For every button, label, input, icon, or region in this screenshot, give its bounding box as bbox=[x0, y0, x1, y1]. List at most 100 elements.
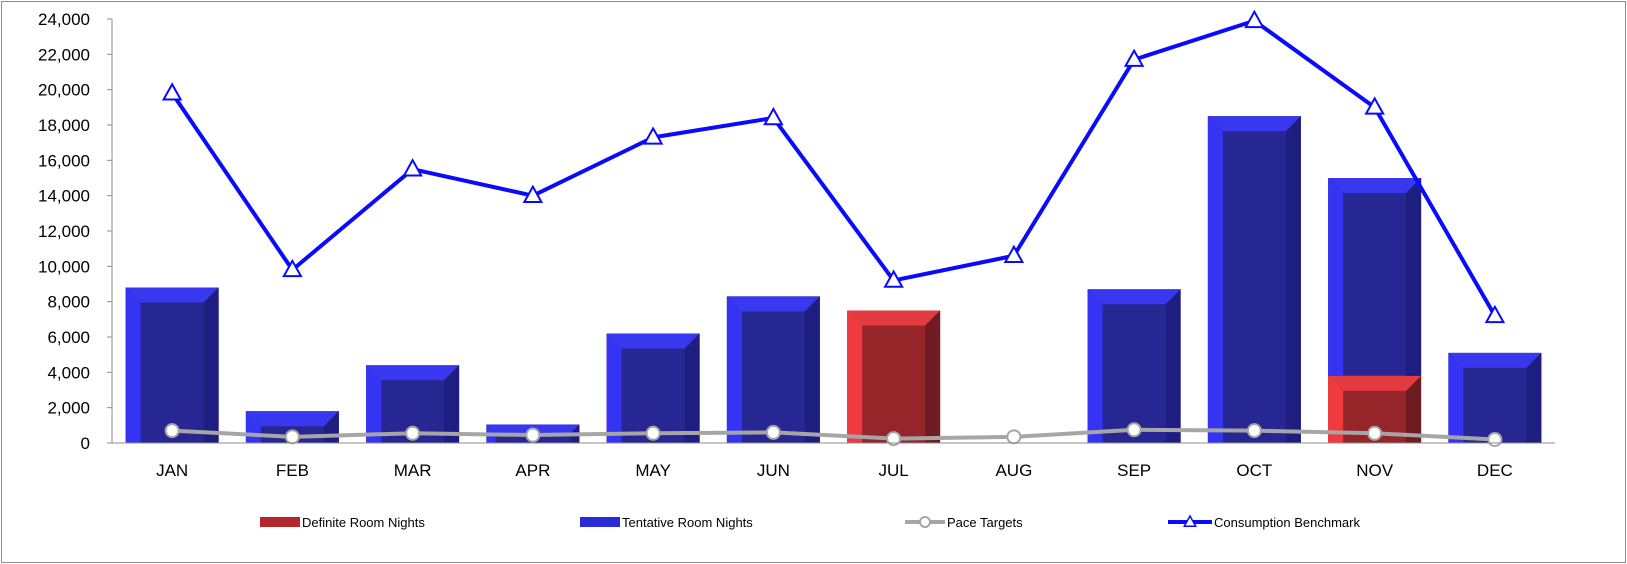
pace-target-point bbox=[405, 425, 421, 441]
x-tick-label: DEC bbox=[1477, 461, 1513, 480]
y-tick-label: 10,000 bbox=[38, 257, 90, 276]
legend-swatch bbox=[580, 517, 620, 527]
benchmark-point bbox=[522, 184, 544, 203]
bar-bevel-right bbox=[203, 287, 219, 443]
bar bbox=[1207, 116, 1301, 444]
pace-target-point bbox=[1246, 423, 1262, 439]
bar-bevel-left bbox=[1328, 178, 1344, 376]
bar-bevel-left bbox=[1448, 352, 1464, 443]
bar-face bbox=[606, 333, 700, 443]
bar-face bbox=[847, 310, 941, 443]
legend-swatch bbox=[260, 517, 300, 527]
x-tick-label: FEB bbox=[276, 461, 309, 480]
pace-target-point bbox=[886, 431, 902, 447]
y-tick-label: 22,000 bbox=[38, 45, 90, 64]
bar-bevel-top bbox=[1207, 116, 1301, 132]
y-tick-label: 14,000 bbox=[38, 187, 90, 206]
x-tick-label: AUG bbox=[995, 461, 1032, 480]
pace-target-point bbox=[1367, 425, 1383, 441]
bar-bevel-top bbox=[726, 296, 820, 312]
y-tick-label: 0 bbox=[81, 434, 90, 453]
bar-bevel-right bbox=[444, 365, 460, 443]
bar bbox=[366, 365, 460, 443]
x-tick-label: JUL bbox=[879, 461, 909, 480]
bar-bevel-top bbox=[1328, 178, 1422, 193]
bar-face bbox=[125, 287, 219, 443]
y-tick-label: 24,000 bbox=[38, 10, 90, 29]
legend-marker bbox=[919, 516, 931, 528]
benchmark-point bbox=[282, 258, 303, 278]
bar-bevel-right bbox=[1165, 289, 1181, 443]
x-tick-label: MAY bbox=[635, 461, 671, 480]
y-tick-label: 6,000 bbox=[47, 328, 90, 347]
pace-target-point bbox=[645, 425, 661, 441]
bar-bevel-left bbox=[1207, 116, 1223, 444]
benchmark-point bbox=[1003, 244, 1025, 264]
bar-bevel-top bbox=[1448, 352, 1542, 368]
benchmark-point bbox=[642, 126, 664, 145]
y-tick-label: 18,000 bbox=[38, 116, 90, 135]
y-tick-label: 2,000 bbox=[47, 399, 90, 418]
pace-target-point bbox=[1126, 422, 1142, 438]
bar-face bbox=[1328, 178, 1422, 376]
bars bbox=[125, 116, 1542, 444]
pace-target-point bbox=[1487, 431, 1503, 447]
benchmark-point bbox=[763, 106, 784, 126]
pace-target-point bbox=[765, 424, 781, 440]
bar-bevel-left bbox=[606, 333, 622, 443]
legend-item: Definite Room Nights bbox=[260, 515, 425, 530]
legend-item: Tentative Room Nights bbox=[580, 515, 753, 530]
bar-bevel-right bbox=[1406, 178, 1422, 376]
y-tick-label: 8,000 bbox=[47, 293, 90, 312]
series-line bbox=[170, 18, 1497, 317]
pace-target-point bbox=[164, 423, 180, 439]
legend-label: Pace Targets bbox=[947, 515, 1023, 530]
bar-bevel-top bbox=[847, 310, 941, 326]
bar-bevel-right bbox=[1285, 116, 1301, 444]
bar bbox=[1087, 289, 1181, 443]
y-tick-label: 16,000 bbox=[38, 151, 90, 170]
bar-bevel-left bbox=[1087, 289, 1103, 443]
bar-bevel-right bbox=[925, 310, 941, 443]
bar-bevel-right bbox=[1406, 375, 1422, 443]
bar-bevel-right bbox=[1526, 352, 1542, 443]
x-tick-label: JAN bbox=[156, 461, 188, 480]
legend-label: Consumption Benchmark bbox=[1214, 515, 1360, 530]
benchmark-point bbox=[1244, 9, 1265, 29]
bar bbox=[125, 287, 219, 443]
pace-target-point bbox=[284, 429, 300, 445]
pace-target-point bbox=[1006, 429, 1022, 445]
bar-bevel-left bbox=[726, 296, 742, 443]
x-tick-label: SEP bbox=[1117, 461, 1151, 480]
benchmark-point bbox=[883, 269, 904, 288]
legend-item: Pace Targets bbox=[905, 515, 1023, 530]
bar-bevel-top bbox=[1087, 289, 1181, 305]
bar-bevel-left bbox=[847, 310, 863, 443]
legend-marker bbox=[1183, 514, 1197, 527]
y-tick-label: 12,000 bbox=[38, 222, 90, 241]
benchmark-point bbox=[1364, 96, 1385, 115]
bar-bevel-top bbox=[125, 287, 219, 303]
bar-bevel-top bbox=[245, 411, 339, 427]
legend-label: Tentative Room Nights bbox=[622, 515, 753, 530]
lines bbox=[161, 9, 1506, 447]
bar-bevel-left bbox=[1328, 375, 1344, 443]
x-tick-label: NOV bbox=[1356, 461, 1394, 480]
bar-bevel-left bbox=[366, 365, 382, 443]
x-tick-label: MAR bbox=[394, 461, 432, 480]
bar-bevel-right bbox=[684, 333, 700, 443]
benchmark-point bbox=[1123, 48, 1145, 67]
x-axis: JAN FEB MAR APR MAY JUN JUL AUG SEP OCT NOV DEC bbox=[112, 442, 1555, 480]
bar-face bbox=[726, 296, 820, 443]
legend: Definite Room Nights Tentative Room Night… bbox=[260, 514, 1360, 530]
benchmark-point bbox=[161, 82, 183, 101]
x-tick-label: APR bbox=[515, 461, 550, 480]
benchmark-point bbox=[402, 158, 423, 177]
bar-face bbox=[1087, 289, 1181, 443]
y-axis: 0 2,000 4,000 6,000 8,000 10,000 12,000 14,000 1… bbox=[38, 10, 113, 453]
legend-label: Definite Room Nights bbox=[302, 515, 425, 530]
bar-face bbox=[1448, 352, 1542, 443]
bar-bevel-top bbox=[366, 365, 460, 381]
